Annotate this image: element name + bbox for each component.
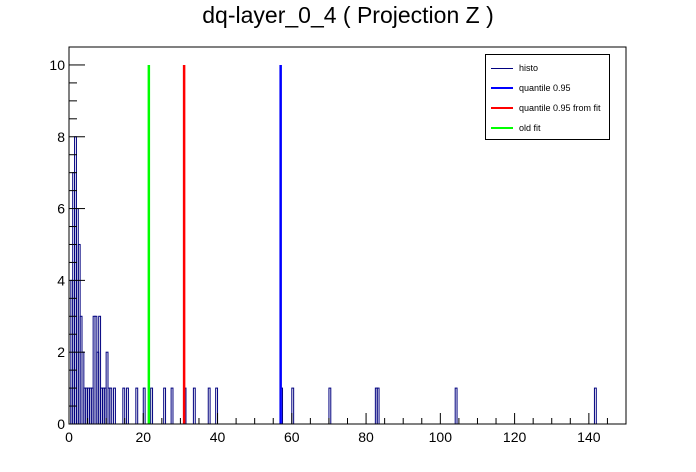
legend-swatch-old-fit <box>491 127 513 129</box>
legend-swatch-quantile <box>491 87 513 89</box>
x-tick-label: 0 <box>65 429 73 445</box>
legend-swatch-quantile-fit <box>491 107 513 109</box>
histo-bar <box>376 387 380 425</box>
y-tick-label: 8 <box>57 129 65 145</box>
legend-label-old-fit: old fit <box>519 123 541 133</box>
legend-swatch-histo <box>491 67 513 69</box>
histo-bar <box>135 387 139 425</box>
histo-bar <box>126 387 129 425</box>
x-tick-label: 80 <box>358 429 374 445</box>
legend-item-quantile: quantile 0.95 <box>491 81 571 95</box>
legend-label-quantile: quantile 0.95 <box>519 83 571 93</box>
y-tick-label: 2 <box>57 344 65 360</box>
histo-bar <box>113 387 116 425</box>
histo-bar <box>207 387 211 425</box>
y-axis: 0 2 4 6 8 10 <box>49 46 85 432</box>
x-tick-label: 20 <box>135 429 151 445</box>
x-tick-label: 120 <box>503 429 527 445</box>
histo-bar <box>163 387 167 425</box>
legend-label-histo: histo <box>519 63 539 73</box>
x-tick-label: 60 <box>284 429 300 445</box>
chart-title: dq-layer_0_4 ( Projection Z ) <box>202 2 494 28</box>
histo-bar <box>192 387 196 425</box>
x-tick-label: 40 <box>210 429 226 445</box>
quantile-lines <box>147 64 282 424</box>
y-tick-label: 4 <box>57 272 65 288</box>
histo-bar <box>170 387 174 425</box>
histo-bar <box>150 387 154 425</box>
histo-bar <box>593 387 597 425</box>
y-tick-label: 6 <box>57 201 65 217</box>
y-tick-label: 0 <box>57 416 65 432</box>
x-tick-label: 140 <box>577 429 601 445</box>
histo-bar <box>109 387 113 425</box>
y-tick-label: 10 <box>49 57 65 73</box>
x-tick-label: 100 <box>429 429 453 445</box>
histo-bar <box>454 387 458 425</box>
legend-label-quantile-fit: quantile 0.95 from fit <box>519 103 601 113</box>
legend-item-old-fit: old fit <box>491 121 541 135</box>
legend-item-quantile-fit: quantile 0.95 from fit <box>491 101 601 115</box>
legend: histo quantile 0.95 quantile 0.95 from f… <box>485 54 610 140</box>
x-axis: 0 20 40 60 80 100 120 140 <box>65 413 627 445</box>
legend-item-histo: histo <box>491 61 538 75</box>
